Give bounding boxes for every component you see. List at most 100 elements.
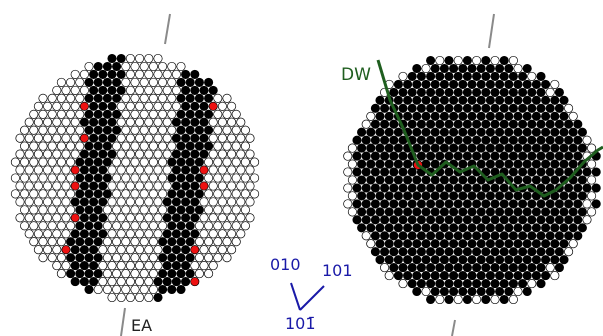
black-atom: [407, 119, 417, 129]
white-atom: [139, 125, 149, 135]
white-atom: [148, 109, 158, 119]
white-atom: [61, 133, 71, 143]
black-atom: [444, 183, 454, 193]
black-atom: [357, 223, 367, 233]
black-atom: [531, 207, 541, 217]
black-atom: [481, 247, 491, 257]
black-atom: [458, 79, 468, 89]
black-atom: [564, 167, 574, 177]
black-atom: [426, 279, 436, 289]
black-atom: [162, 245, 172, 255]
black-atom: [439, 239, 449, 249]
black-atom: [389, 263, 399, 273]
black-atom: [467, 95, 477, 105]
white-atom: [490, 294, 500, 305]
black-atom: [380, 183, 390, 193]
black-atom: [84, 284, 94, 295]
black-atom: [430, 79, 440, 89]
black-atom: [89, 101, 99, 111]
white-atom: [15, 197, 25, 207]
black-atom: [416, 103, 426, 113]
white-atom: [204, 269, 214, 279]
white-atom: [47, 141, 57, 151]
black-atom: [518, 119, 528, 129]
black-atom: [389, 87, 399, 97]
white-atom: [347, 207, 357, 217]
black-atom: [495, 207, 505, 217]
white-atom: [227, 213, 237, 223]
white-atom: [167, 125, 177, 135]
white-atom: [167, 77, 177, 87]
white-atom: [139, 93, 149, 103]
black-atom: [393, 223, 403, 233]
white-atom: [125, 229, 135, 239]
white-atom: [116, 133, 126, 143]
black-atom: [522, 79, 532, 89]
black-atom: [439, 271, 449, 281]
black-atom: [495, 79, 505, 89]
black-atom: [476, 239, 486, 249]
black-atom: [485, 111, 495, 121]
black-atom: [536, 71, 546, 81]
black-atom: [181, 277, 191, 287]
black-atom: [375, 111, 385, 121]
white-atom: [217, 165, 227, 175]
black-atom: [430, 255, 440, 265]
white-atom: [116, 261, 126, 271]
black-atom: [462, 103, 472, 113]
black-atom: [554, 135, 564, 145]
black-atom: [458, 239, 468, 249]
white-atom: [125, 277, 135, 287]
white-atom: [121, 93, 131, 103]
black-atom: [462, 279, 472, 289]
black-atom: [449, 143, 459, 153]
black-atom: [508, 87, 518, 97]
white-atom: [398, 71, 408, 81]
black-atom: [190, 69, 200, 79]
black-atom: [485, 239, 495, 249]
black-atom: [490, 279, 500, 289]
white-atom: [107, 165, 117, 175]
black-atom: [472, 199, 482, 209]
white-atom: [222, 157, 232, 167]
white-atom: [116, 229, 126, 239]
white-atom: [236, 229, 246, 239]
white-atom: [148, 173, 158, 183]
black-atom: [513, 143, 523, 153]
black-atom: [499, 215, 509, 225]
red-atom: [190, 277, 200, 287]
black-atom: [116, 69, 126, 79]
black-atom: [527, 215, 537, 225]
black-atom: [375, 255, 385, 265]
black-atom: [162, 213, 172, 223]
white-atom: [29, 125, 39, 135]
black-atom: [171, 229, 181, 239]
white-atom: [380, 263, 390, 273]
white-atom: [130, 205, 140, 215]
black-atom: [490, 135, 500, 145]
white-atom: [208, 133, 218, 143]
black-atom: [190, 101, 200, 111]
black-atom: [421, 191, 431, 201]
black-atom: [467, 127, 477, 137]
black-atom: [577, 191, 587, 201]
black-atom: [467, 111, 477, 121]
black-atom: [462, 119, 472, 129]
black-atom: [568, 207, 578, 217]
black-atom: [181, 229, 191, 239]
white-atom: [245, 213, 255, 223]
black-atom: [430, 223, 440, 233]
white-atom: [130, 284, 140, 295]
white-atom: [231, 221, 241, 231]
black-atom: [389, 167, 399, 177]
black-atom: [93, 141, 103, 151]
black-atom: [444, 231, 454, 241]
white-atom: [139, 205, 149, 215]
white-atom: [144, 197, 154, 207]
white-atom: [52, 197, 62, 207]
black-atom: [194, 125, 204, 135]
black-atom: [573, 151, 583, 161]
black-atom: [430, 111, 440, 121]
black-atom: [167, 284, 177, 295]
white-atom: [33, 197, 43, 207]
